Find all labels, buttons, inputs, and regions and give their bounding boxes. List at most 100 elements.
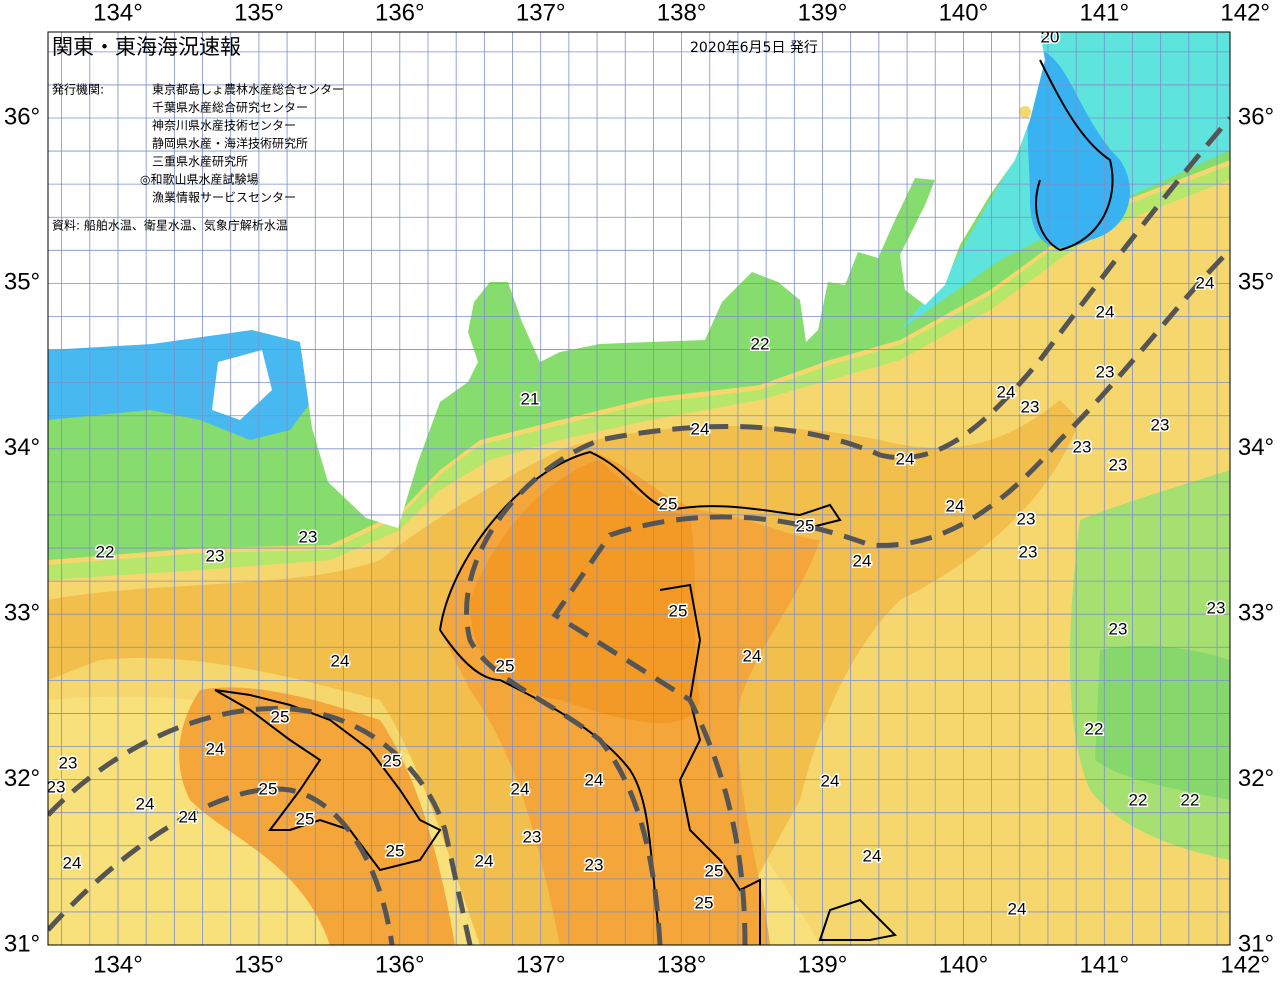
- island: [380, 273, 390, 283]
- longitude-label: 140°: [939, 951, 989, 978]
- longitude-label: 136°: [375, 0, 425, 26]
- contour-label: 24: [1096, 302, 1115, 321]
- agency: ◎和歌山県水産試験場: [140, 172, 258, 187]
- contour-21: [1035, 59, 1114, 252]
- latitude-label: 32°: [1238, 765, 1274, 792]
- contour-label: 25: [386, 841, 405, 860]
- contour-label: 25: [659, 494, 678, 513]
- contour-label: 24: [511, 779, 530, 798]
- contour-label: 22: [1129, 790, 1148, 809]
- agency: 神奈川県水産技術センター: [152, 118, 296, 133]
- contour-label: 23: [206, 546, 225, 565]
- contour-25: [214, 689, 442, 872]
- axis-labels: 134° 134° 135° 135° 136° 136° 137° 137° 138° 138°…: [4, 0, 1274, 978]
- contour-label: 25: [695, 893, 714, 912]
- contour-label: 24: [1008, 899, 1027, 918]
- latitude-label: 31°: [4, 930, 40, 957]
- contour-label: 23: [59, 753, 78, 772]
- longitude-label: 137°: [516, 0, 566, 26]
- current-axis-line: [551, 248, 1230, 945]
- island: [1019, 106, 1031, 118]
- current-axis-line: [48, 705, 473, 945]
- contour-label: 24: [63, 853, 82, 872]
- contour-label: 24: [863, 846, 882, 865]
- agencies-label: 発行機関:: [52, 82, 104, 97]
- source: 資料: 船舶水温、衛星水温、気象庁解析水温: [52, 218, 288, 233]
- contour-label: 23: [1021, 397, 1040, 416]
- frame: [47, 31, 1231, 946]
- contour-25: [659, 583, 761, 945]
- contour-label: 25: [796, 516, 815, 535]
- contour-label: 22: [96, 542, 115, 561]
- contour-label: 24: [331, 651, 350, 670]
- longitude-label: 141°: [1079, 951, 1129, 978]
- contour-label: 24: [475, 851, 494, 870]
- contour-label: 24: [946, 496, 965, 515]
- contours: [214, 59, 1114, 945]
- land: [48, 32, 1045, 528]
- agency: 三重県水産研究所: [152, 154, 248, 169]
- longitude-label: 142°: [1220, 0, 1270, 26]
- latitude-label: 31°: [1238, 930, 1274, 957]
- contour-label: 22: [1181, 790, 1200, 809]
- contour-label: 23: [585, 855, 604, 874]
- contour-label: 24: [206, 739, 225, 758]
- contour-label: 23: [1109, 619, 1128, 638]
- contour-label: 24: [896, 449, 915, 468]
- contour-label: 24: [821, 771, 840, 790]
- longitude-label: 136°: [375, 951, 425, 978]
- grid: [48, 32, 1230, 945]
- latitude-label: 36°: [1238, 103, 1274, 130]
- contour-label: 20: [1041, 27, 1060, 46]
- longitude-label: 134°: [93, 0, 143, 26]
- contour-label: 21: [521, 389, 540, 408]
- longitude-label: 138°: [657, 0, 707, 26]
- latitude-label: 33°: [1238, 600, 1274, 627]
- contour-label: 24: [997, 382, 1016, 401]
- longitude-label: 140°: [939, 0, 989, 26]
- contour-label: 23: [299, 527, 318, 546]
- latitude-label: 33°: [4, 600, 40, 627]
- latitude-label: 34°: [4, 434, 40, 461]
- issue-date: 2020年6月5日 発行: [690, 40, 818, 56]
- longitude-label: 141°: [1079, 0, 1129, 26]
- longitude-label: 142°: [1220, 951, 1270, 978]
- longitude-label: 138°: [657, 951, 707, 978]
- longitude-label: 134°: [93, 951, 143, 978]
- contour-25: [818, 898, 898, 941]
- contour-label: 24: [1196, 273, 1215, 292]
- current-axis-line: [464, 116, 1230, 945]
- contour-label: 23: [1207, 598, 1226, 617]
- sea-green-east2: [1095, 645, 1230, 800]
- contour-label: 25: [669, 601, 688, 620]
- latitude-label: 36°: [4, 103, 40, 130]
- agency: 漁業情報サービスセンター: [152, 191, 296, 205]
- contour-label: 24: [853, 551, 872, 570]
- longitude-label: 139°: [798, 0, 848, 26]
- contour-label: 23: [1017, 509, 1036, 528]
- contour-25: [439, 450, 842, 631]
- longitude-label: 135°: [234, 0, 284, 26]
- island: [990, 100, 1000, 110]
- agency: 静岡県水産・海洋技術研究所: [152, 136, 308, 151]
- contour-label: 24: [691, 419, 710, 438]
- contour-label: 25: [296, 809, 315, 828]
- contour-label: 25: [705, 861, 724, 880]
- contour-label: 23: [1073, 437, 1092, 456]
- longitude-label: 137°: [516, 951, 566, 978]
- contour-label: 22: [751, 334, 770, 353]
- contour-label: 24: [585, 770, 604, 789]
- island: [212, 350, 272, 420]
- contour-label: 23: [523, 827, 542, 846]
- agency: 千葉県水産総合研究センター: [152, 100, 308, 115]
- contour-label: 24: [136, 794, 155, 813]
- title: 関東・東海海況速報: [52, 35, 241, 59]
- latitude-label: 35°: [4, 269, 40, 296]
- contour-label: 24: [179, 807, 198, 826]
- contour-label: 23: [1019, 542, 1038, 561]
- latitude-label: 35°: [1238, 269, 1274, 296]
- contour-label: 25: [496, 656, 515, 675]
- contour-label: 22: [1085, 719, 1104, 738]
- agency: 東京都島しょ農林水産総合センター: [152, 82, 344, 97]
